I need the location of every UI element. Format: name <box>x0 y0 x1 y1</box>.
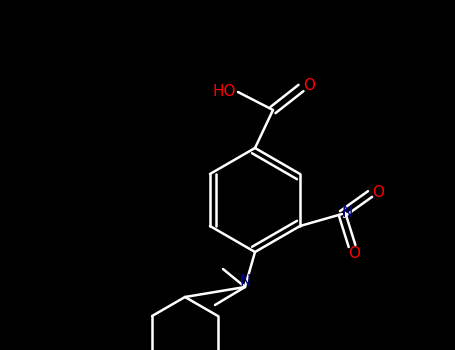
Text: N: N <box>239 274 251 289</box>
Text: HO: HO <box>212 84 236 99</box>
Text: O: O <box>372 184 384 200</box>
Text: O: O <box>348 246 360 261</box>
Text: O: O <box>303 78 315 93</box>
Text: N: N <box>341 204 353 219</box>
